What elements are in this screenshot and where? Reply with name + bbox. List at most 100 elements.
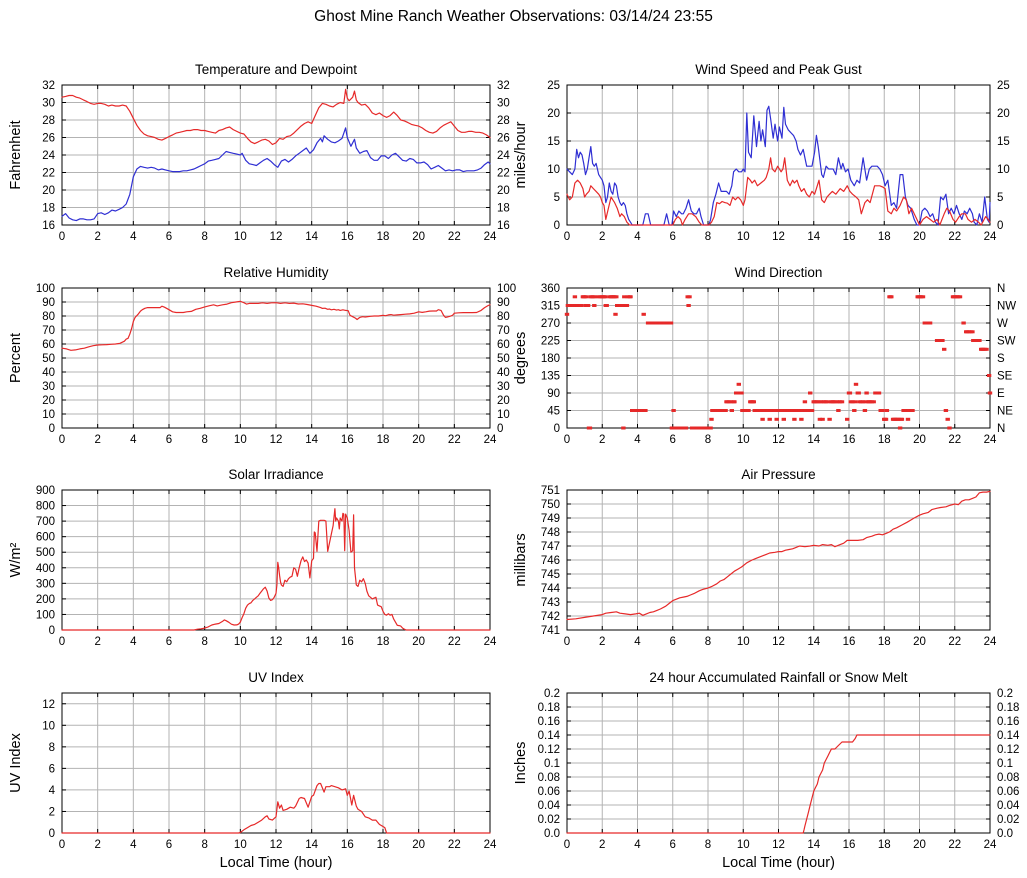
chart-rainfall: 0 2 4 6 8 10 12 14 16 18 20 22 240.0 0.00.02 0.020.04 0… <box>513 670 1020 871</box>
x-tick-label: 22 <box>448 839 461 851</box>
x-tick-label: 22 <box>948 434 961 446</box>
series-irradiance <box>61 508 491 631</box>
grid <box>567 288 990 428</box>
y-tick-label-right: 100 <box>497 283 516 295</box>
x-tick-label: 8 <box>201 434 207 446</box>
y-tick-label: 742 <box>541 611 560 623</box>
y-tick-label-right: 22 <box>497 168 510 180</box>
y-tick-label: 0.1 <box>544 758 560 770</box>
y-tick-label-right: 20 <box>497 185 510 197</box>
series-rain-accum <box>566 734 991 834</box>
y-tick-label: 0.12 <box>538 744 560 756</box>
y-tick-label: 743 <box>541 597 560 609</box>
grid <box>567 490 990 630</box>
y-tick-label: 8 <box>49 742 55 754</box>
chart-title: Air Pressure <box>741 467 815 482</box>
y-tick-label-right: 40 <box>497 367 510 379</box>
x-tick-label: 18 <box>377 231 390 243</box>
x-tick-label: 6 <box>166 434 172 446</box>
y-tick-label: 16 <box>42 220 55 232</box>
x-tick-label: 10 <box>737 231 750 243</box>
y-axis-label: miles/hour <box>513 121 529 188</box>
y-tick-label: 20 <box>42 395 55 407</box>
x-tick-label: 16 <box>843 231 856 243</box>
x-tick-label: 4 <box>130 231 137 243</box>
y-tick-label: 30 <box>42 381 55 393</box>
y-tick-label: 0.14 <box>538 730 561 742</box>
y-tick-label: 80 <box>42 311 55 323</box>
x-tick-label: 24 <box>484 231 497 243</box>
x-tick-label: 22 <box>948 231 961 243</box>
y-tick-label-right: 0.0 <box>997 828 1013 840</box>
x-tick-label: 24 <box>984 636 997 648</box>
y-tick-label-right: 0.1 <box>997 758 1013 770</box>
x-tick-label: 14 <box>305 839 318 851</box>
series-direction <box>564 295 993 430</box>
y-tick-label: 12 <box>42 699 55 711</box>
y-tick-label-right: 0.08 <box>997 772 1019 784</box>
y-tick-label-right: 0.2 <box>997 688 1013 700</box>
series-wind-speed <box>566 157 991 226</box>
y-tick-label-right: 0.14 <box>997 730 1020 742</box>
x-tick-label: 8 <box>201 839 207 851</box>
chart-title: 24 hour Accumulated Rainfall or Snow Mel… <box>649 670 907 685</box>
x-tick-label: 16 <box>341 839 354 851</box>
y-tick-label-right: 30 <box>497 381 510 393</box>
x-axis-label: Local Time (hour) <box>722 855 835 871</box>
y-tick-label: 4 <box>49 785 56 797</box>
x-tick-label: 4 <box>634 636 641 648</box>
x-tick-label: 0 <box>59 231 65 243</box>
tick-marks <box>566 489 991 631</box>
chart-title: Wind Direction <box>735 265 823 280</box>
grid <box>62 693 490 833</box>
y-tick-label: 751 <box>541 485 560 497</box>
y-tick-label: 26 <box>42 133 55 145</box>
x-tick-label: 22 <box>448 434 461 446</box>
y-tick-label-right: 18 <box>497 203 510 215</box>
y-axis-label: Fahrenheit <box>8 120 24 189</box>
x-tick-label: 4 <box>634 434 641 446</box>
y-tick-label: 18 <box>42 203 55 215</box>
tick-marks <box>61 693 491 834</box>
x-tick-label: 10 <box>234 434 247 446</box>
x-tick-label: 8 <box>705 434 711 446</box>
y-tick-label-right: 5 <box>997 192 1003 204</box>
y-tick-label-right: N <box>997 423 1005 435</box>
x-tick-label: 2 <box>94 231 100 243</box>
y-tick-label: 750 <box>541 499 560 511</box>
y-tick-label: 135 <box>541 371 560 383</box>
x-tick-label: 18 <box>377 839 390 851</box>
x-tick-label: 8 <box>705 839 711 851</box>
x-tick-label: 0 <box>59 636 65 648</box>
x-tick-label: 6 <box>166 231 172 243</box>
x-tick-label: 16 <box>341 231 354 243</box>
y-tick-label-right: 26 <box>497 133 510 145</box>
y-axis-label: Inches <box>513 742 529 785</box>
x-tick-label: 10 <box>737 434 750 446</box>
y-tick-label: 747 <box>541 541 560 553</box>
y-tick-label: 30 <box>42 98 55 110</box>
x-tick-label: 14 <box>807 231 820 243</box>
x-tick-label: 12 <box>270 434 283 446</box>
x-tick-label: 24 <box>984 231 997 243</box>
y-tick-label: 90 <box>42 297 55 309</box>
x-tick-label: 10 <box>234 231 247 243</box>
x-tick-label: 10 <box>737 636 750 648</box>
page-title: Ghost Mine Ranch Weather Observations: 0… <box>314 8 713 25</box>
y-tick-label: 300 <box>36 578 55 590</box>
x-tick-label: 24 <box>484 434 497 446</box>
x-tick-label: 0 <box>564 434 570 446</box>
y-tick-label: 60 <box>42 339 55 351</box>
y-tick-label-right: 20 <box>997 108 1010 120</box>
x-tick-label: 0 <box>564 636 570 648</box>
y-tick-label-right: 0.04 <box>997 800 1020 812</box>
x-tick-label: 22 <box>448 231 461 243</box>
x-tick-label: 12 <box>772 839 785 851</box>
x-tick-label: 18 <box>377 434 390 446</box>
x-tick-label: 12 <box>772 434 785 446</box>
y-tick-label: 32 <box>42 80 55 92</box>
y-tick-label: 0 <box>49 625 55 637</box>
y-tick-label: 10 <box>547 164 560 176</box>
series-pressure <box>566 490 991 621</box>
y-tick-label: 0.18 <box>538 702 560 714</box>
